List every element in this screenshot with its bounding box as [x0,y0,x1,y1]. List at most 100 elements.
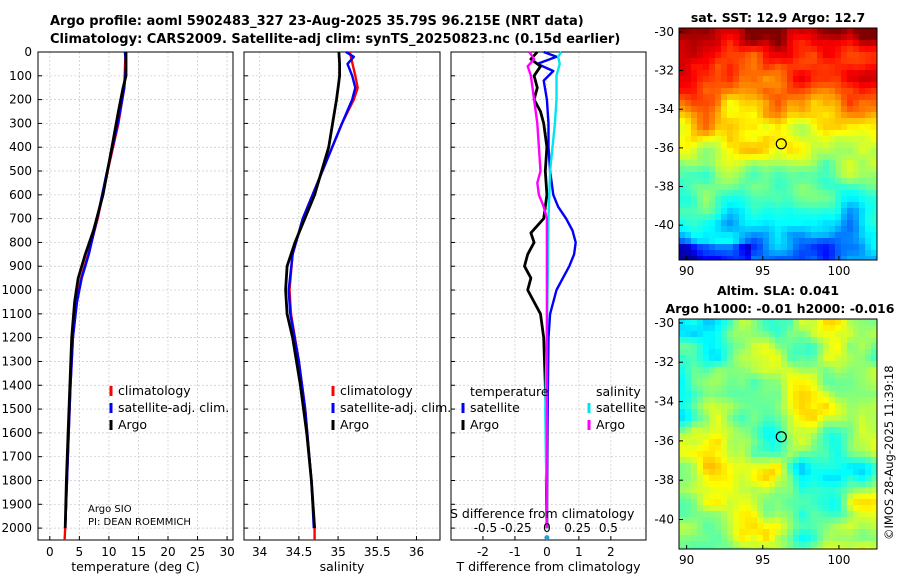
x-tick-label-secondary: -0.5 [474,521,497,535]
x-tick-label: 15 [131,545,146,559]
series-line-satellite-s [544,51,563,529]
x-tick-label: 35 [330,545,345,559]
y-tick-label: 1100 [1,307,32,321]
x-tick-label: 34.5 [286,545,313,559]
legend-label: satellite [596,400,646,415]
y-tick-label: 2000 [1,521,32,535]
legend-label: Argo [118,417,147,432]
platform-credit: Argo SIO [88,504,132,515]
y-tick-label: 1000 [1,283,32,297]
y-tick-label: -40 [654,218,674,232]
y-tick-label: -30 [654,316,674,330]
argo-location-marker [775,138,787,150]
figure-title-line2: Climatology: CARS2009. Satellite-adj cli… [50,32,621,47]
x-tick-label: 10 [101,545,116,559]
y-tick-label: -38 [654,180,674,194]
x-axis-label: temperature (deg C) [71,559,200,574]
y-tick-label: 500 [9,164,32,178]
legend-title: salinity [596,384,641,399]
x-tick-label-secondary: -0.25 [501,521,532,535]
y-tick-label: -36 [654,141,674,155]
axes-frame [37,51,234,541]
x-tick-label: 100 [827,553,850,567]
x-tick-label: 0 [543,545,551,559]
y-tick-label: 400 [9,140,32,154]
panel-temperature: 0 5 10 15 20 25 30 temperature (deg C) 0 100 200 30… [1,45,234,574]
x-tick-label: 100 [827,264,850,278]
x-axis-label: T difference from climatology [455,559,641,574]
y-tick-label: 100 [9,69,32,83]
sst-map: 90 95 100 -30 -32 -34 -36 -38 -40 [654,25,878,278]
x-tick-label: 36 [409,545,424,559]
series-line-argo [284,51,342,529]
x-tick-label: 0 [46,545,54,559]
sla-map-subtitle: Argo h1000: -0.01 h2000: -0.016 [666,301,895,316]
y-tick-label: 1400 [1,378,32,392]
panel-difference: -2 -1 0 1 2T difference from climatology temp… [450,50,647,574]
legend-label: satellite-adj. clim. [340,400,451,415]
x-tick-label: 34 [252,545,267,559]
legend-label: satellite-adj. clim. [118,400,229,415]
legend-title: temperature [470,384,549,399]
x-tick-label-secondary: 0 [543,521,551,535]
x-tick-label: 35.5 [364,545,391,559]
sla-map-title: Altim. SLA: 0.041 [717,283,839,298]
y-tick-label: 200 [9,93,32,107]
x-tick-label: 90 [679,264,694,278]
panel-salinity: 34 34.5 35 35.5 36 salinity climatology satelli… [243,50,451,574]
series-line-climatology [288,51,359,540]
argo-location-marker [775,431,787,443]
x-tick-label: 95 [755,553,770,567]
y-tick-label: -34 [654,395,674,409]
x-tick-label: 25 [190,545,205,559]
y-tick-label: -30 [654,25,674,39]
y-tick-label: -32 [654,355,674,369]
zero-marker [544,535,550,541]
pi-credit: PI: DEAN ROEMMICH [88,517,191,528]
y-tick-label: 600 [9,188,32,202]
y-tick-label: -32 [654,64,674,78]
axes-frame [450,51,647,541]
y-tick-label: -34 [654,102,674,116]
sst-map-title: sat. SST: 12.9 Argo: 12.7 [691,10,865,25]
x-tick-label: 95 [755,264,770,278]
x-axis-label-secondary: S difference from climatology [450,506,635,521]
axes-frame [243,51,441,541]
y-tick-label: 1200 [1,331,32,345]
legend-label: climatology [340,383,413,398]
y-tick-label: 1500 [1,402,32,416]
x-tick-label-secondary: 0.25 [564,521,591,535]
y-tick-label: 1300 [1,354,32,368]
series-line-argo [63,52,128,529]
y-tick-label: -38 [654,473,674,487]
map-frame [678,318,878,550]
x-tick-label: 5 [76,545,84,559]
series-line-argo-t [523,51,549,529]
series-line-satellite-t [536,50,577,529]
legend-label: Argo [470,417,499,432]
x-tick-label: 30 [219,545,234,559]
x-tick-label: 2 [607,545,615,559]
sla-map: 90 95 100 -30 -32 -34 -36 -38 -40 [654,316,878,567]
y-tick-label: 900 [9,259,32,273]
y-tick-label: 1700 [1,450,32,464]
x-tick-label-secondary: 0.5 [599,521,618,535]
y-tick-label: 1900 [1,497,32,511]
x-tick-label: -1 [509,545,521,559]
map-frame [678,27,878,261]
y-tick-label: -40 [654,513,674,527]
legend-label: satellite [470,400,520,415]
figure-title-line1: Argo profile: aoml 5902483_327 23-Aug-20… [50,14,584,29]
y-tick-label: 1800 [1,473,32,487]
legend-label: Argo [340,417,369,432]
y-tick-label: 300 [9,116,32,130]
x-axis-label: salinity [320,559,365,574]
x-tick-label: 20 [160,545,175,559]
series-line-argo-s [526,51,549,529]
y-tick-label: -36 [654,434,674,448]
y-tick-label: 1600 [1,426,32,440]
x-tick-label: 90 [679,553,694,567]
x-tick-label: -2 [477,545,489,559]
watermark: ©IMOS 28-Aug-2025 11:39:18 [882,365,896,540]
